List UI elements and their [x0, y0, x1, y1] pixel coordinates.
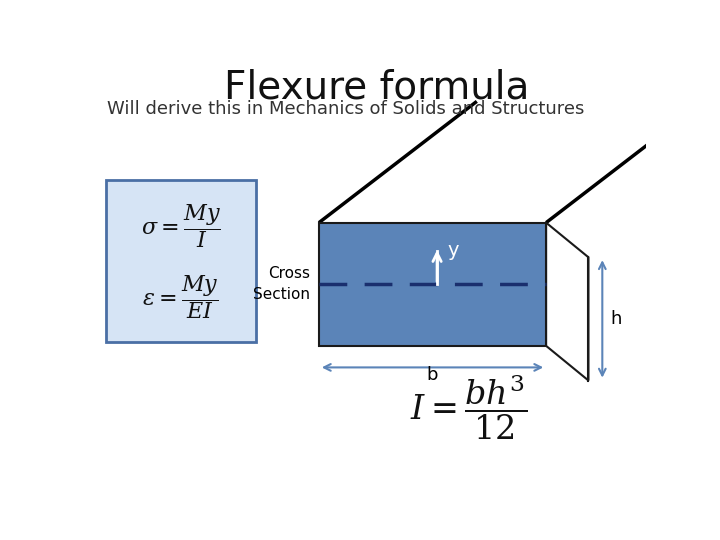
Text: Cross
Section: Cross Section — [253, 266, 310, 302]
Text: Will derive this in Mechanics of Solids and Structures: Will derive this in Mechanics of Solids … — [107, 100, 585, 118]
Text: $I = \dfrac{bh^3}{12}$: $I = \dfrac{bh^3}{12}$ — [410, 373, 528, 442]
FancyBboxPatch shape — [106, 180, 256, 342]
Text: $\varepsilon = \dfrac{My}{EI}$: $\varepsilon = \dfrac{My}{EI}$ — [143, 273, 219, 321]
Text: b: b — [427, 366, 438, 384]
Polygon shape — [546, 222, 588, 381]
Text: $\sigma = \dfrac{My}{I}$: $\sigma = \dfrac{My}{I}$ — [141, 201, 220, 249]
Polygon shape — [319, 222, 546, 346]
Text: y: y — [447, 241, 459, 260]
Text: Flexure formula: Flexure formula — [224, 69, 529, 107]
Text: h: h — [610, 310, 621, 328]
